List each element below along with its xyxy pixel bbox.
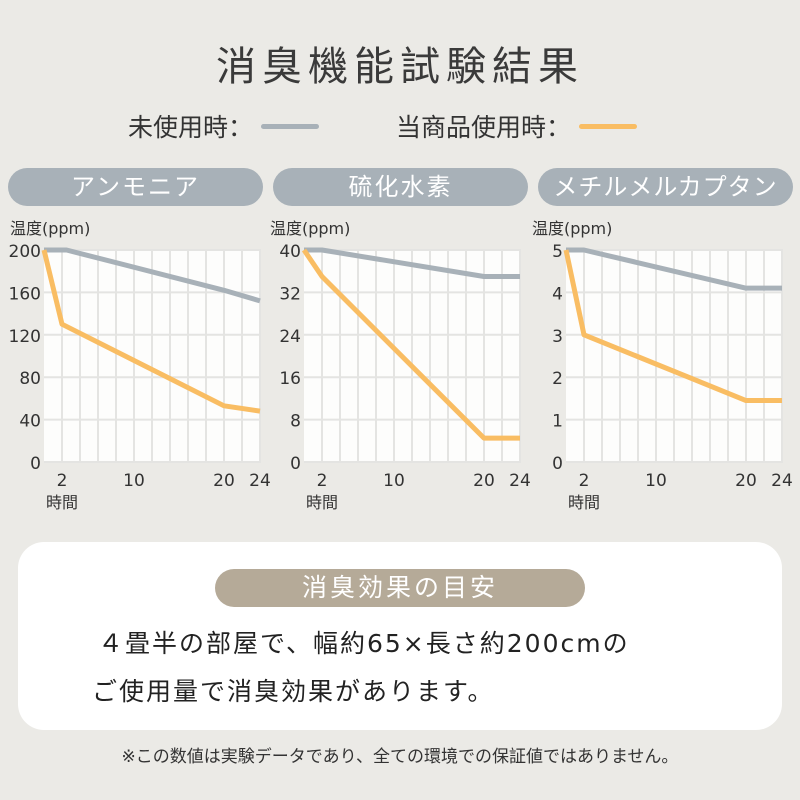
- y-tick-label: 0: [552, 454, 563, 474]
- effect-text-line1: ４畳半の部屋で、幅約65×長さ約200cmの: [98, 629, 630, 658]
- legend-swatch: [261, 123, 320, 129]
- y-axis-label: 温度(ppm): [532, 219, 612, 238]
- y-tick-label: 5: [552, 242, 563, 262]
- chart-title-ammonia: アンモニア: [8, 168, 263, 206]
- y-tick-label: 16: [279, 369, 301, 389]
- x-tick-label: 10: [123, 471, 145, 491]
- legend-item-used: 当商品使用時：: [396, 108, 638, 144]
- series-line-used: [41, 249, 261, 414]
- y-tick-label: 160: [9, 284, 41, 304]
- y-tick-label: 24: [279, 327, 301, 347]
- page-title: 消臭機能試験結果: [216, 44, 584, 90]
- y-tick-label: 80: [19, 369, 41, 389]
- effect-text-line2: ご使用量で消臭効果があります。: [92, 677, 495, 706]
- x-tick-label: 2: [579, 471, 590, 491]
- disclaimer-note: ※この数値は実験データであり、全ての環境での保証値ではありません。: [121, 747, 679, 767]
- chart-title-hydrogen-sulfide: 硫化水素: [273, 168, 528, 206]
- y-tick-label: 0: [30, 454, 41, 474]
- y-tick-label: 0: [290, 454, 301, 474]
- legend-label: 未使用時：: [128, 113, 254, 142]
- y-tick-label: 1: [552, 412, 563, 432]
- x-axis-label: 時間: [306, 493, 338, 512]
- x-tick-label: 10: [383, 471, 405, 491]
- x-tick-label: 10: [645, 471, 667, 491]
- legend-swatch: [579, 123, 638, 129]
- y-tick-label: 8: [290, 412, 301, 432]
- x-tick-label: 24: [509, 471, 531, 491]
- y-tick-label: 120: [9, 327, 41, 347]
- legend-label: 当商品使用時：: [396, 113, 572, 142]
- y-axis-label: 温度(ppm): [10, 219, 90, 238]
- x-tick-label: 2: [317, 471, 328, 491]
- series-line-unused: [566, 247, 782, 291]
- series-line-used: [563, 249, 782, 404]
- legend-item-unused: 未使用時：: [128, 108, 320, 144]
- y-tick-label: 40: [279, 242, 301, 262]
- chart-title-methyl-mercaptan: メチルメルカプタン: [538, 168, 793, 206]
- y-tick-label: 4: [552, 284, 563, 304]
- x-tick-label: 24: [771, 471, 793, 491]
- y-tick-label: 40: [19, 412, 41, 432]
- x-tick-label: 20: [735, 471, 757, 491]
- y-axis-label: 温度(ppm): [270, 219, 350, 238]
- series-line-used: [301, 248, 520, 441]
- legend: 未使用時： 当商品使用時：: [0, 108, 800, 142]
- y-tick-label: 3: [552, 327, 563, 347]
- x-axis-label: 時間: [46, 493, 78, 512]
- x-tick-label: 24: [249, 471, 271, 491]
- effect-tag: 消臭効果の目安: [215, 569, 585, 607]
- series-line-unused: [304, 247, 520, 279]
- y-tick-label: 200: [9, 242, 41, 262]
- y-tick-label: 32: [279, 284, 301, 304]
- series-line-unused: [44, 247, 261, 304]
- x-tick-label: 2: [57, 471, 68, 491]
- x-tick-label: 20: [473, 471, 495, 491]
- x-axis-label: 時間: [568, 493, 600, 512]
- effect-card: 消臭効果の目安 ４畳半の部屋で、幅約65×長さ約200cmの ご使用量で消臭効果…: [18, 542, 782, 730]
- x-tick-label: 20: [213, 471, 235, 491]
- y-tick-label: 2: [552, 369, 563, 389]
